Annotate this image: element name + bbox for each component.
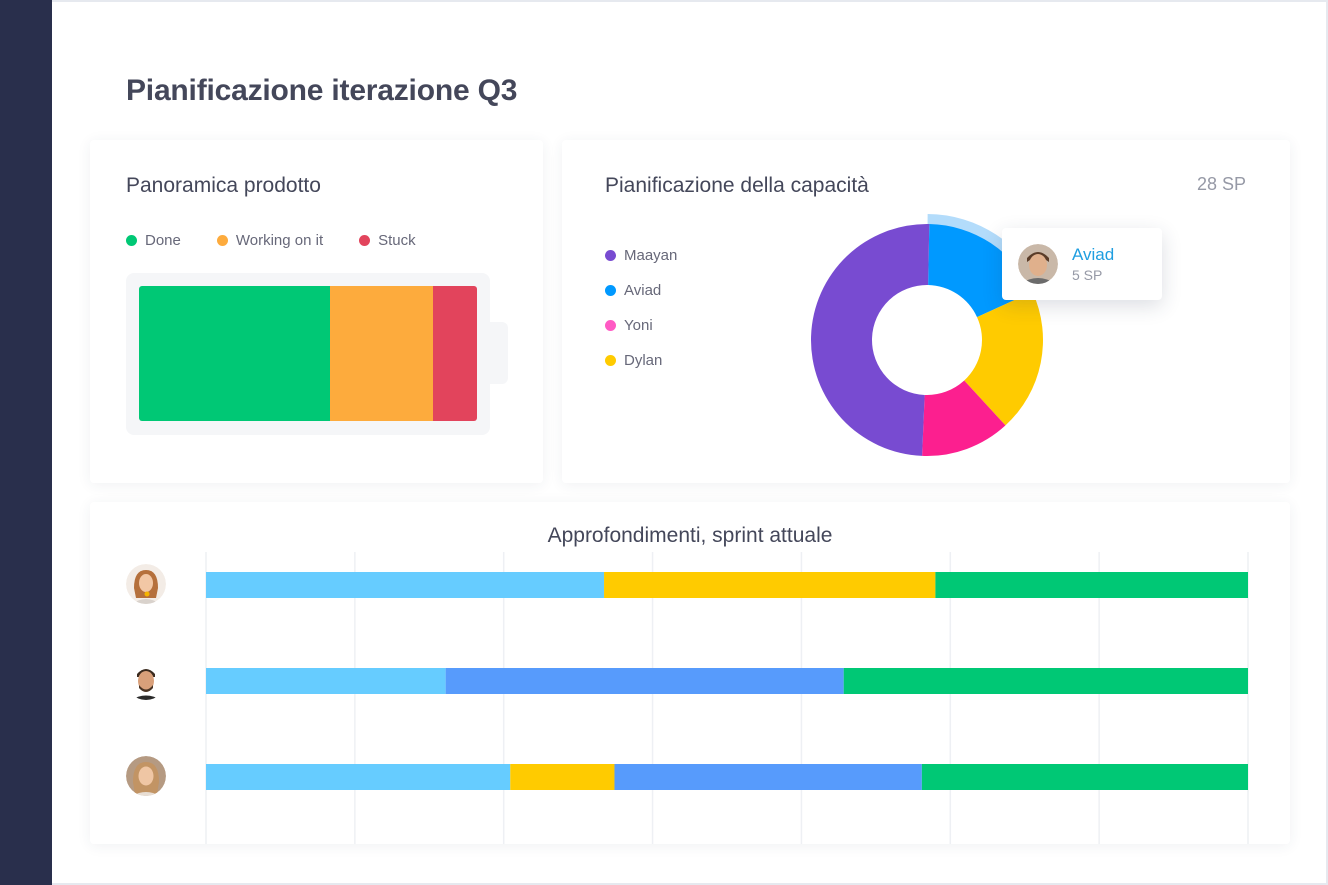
donut-slice-maayan[interactable] (810, 223, 930, 456)
legend-item-stuck: Stuck (359, 232, 416, 249)
capacity-planning-widget[interactable]: Pianificazione della capacità 28 SP Maay… (562, 140, 1290, 483)
legend-label: Done (145, 232, 181, 249)
legend-dot (605, 320, 616, 331)
bar-segment[interactable] (921, 764, 1248, 790)
legend-label: Aviad (624, 282, 662, 299)
legend-dot (359, 235, 371, 246)
battery-segment-stuck[interactable] (433, 286, 477, 421)
legend-label: Dylan (624, 352, 663, 369)
people-legend: Maayan Aviad Yoni Dylan (605, 238, 677, 378)
avatar-female-2[interactable] (126, 756, 166, 796)
legend-label: Stuck (378, 232, 416, 249)
battery-fill (139, 286, 477, 421)
page-title: Pianificazione iterazione Q3 (126, 74, 518, 107)
legend-item-dylan: Dylan (605, 343, 677, 378)
legend-item-aviad: Aviad (605, 273, 677, 308)
capacity-donut-chart[interactable] (797, 210, 1057, 470)
legend-item-yoni: Yoni (605, 308, 677, 343)
legend-dot (605, 285, 616, 296)
total-story-points: 28 SP (1196, 174, 1246, 194)
legend-dot (216, 235, 228, 246)
bar-segment[interactable] (614, 764, 922, 790)
sprint-insights-chart (205, 552, 1249, 844)
donut-slice-dylan[interactable] (964, 291, 1043, 426)
avatar-male-1[interactable] (126, 660, 166, 700)
legend-dot (605, 250, 616, 261)
avatar-male-2 (1018, 244, 1058, 284)
legend-label: Maayan (624, 247, 678, 264)
bar-segment[interactable] (510, 764, 615, 790)
bar-segment[interactable] (206, 572, 605, 598)
legend-label: Working on it (235, 232, 324, 249)
legend-item-done: Done (126, 232, 181, 249)
avatar-female-1[interactable] (126, 564, 166, 604)
tooltip-value: 5 SP (1072, 267, 1103, 283)
legend-item-maayan: Maayan (605, 238, 677, 273)
legend-dot (605, 355, 616, 366)
widget-title: Approfondimenti, sprint attuale (547, 524, 833, 547)
widget-title: Panoramica prodotto (126, 174, 321, 197)
legend-dot (126, 235, 137, 246)
sprint-insights-widget[interactable]: Approfondimenti, sprint attuale (90, 502, 1290, 844)
legend-item-working: Working on it (216, 232, 324, 249)
bar-segment[interactable] (445, 668, 844, 694)
donut-slice-yoni[interactable] (922, 380, 1006, 456)
bar-segment[interactable] (206, 764, 511, 790)
product-overview-widget[interactable]: Panoramica prodotto Done Working on it S… (90, 140, 543, 483)
legend-label: Yoni (624, 317, 653, 334)
chart-tooltip: Aviad 5 SP (1002, 228, 1162, 300)
status-legend: Done Working on it Stuck (126, 232, 452, 249)
bar-segment[interactable] (206, 668, 446, 694)
battery-chart (126, 273, 490, 435)
bar-segment[interactable] (604, 572, 936, 598)
bar-segment[interactable] (843, 668, 1248, 694)
left-sidebar-rail (0, 0, 52, 885)
tooltip-name: Aviad (1072, 245, 1115, 264)
battery-segment-done[interactable] (139, 286, 330, 421)
widget-title: Pianificazione della capacità (605, 174, 869, 197)
battery-segment-working-on-it[interactable] (329, 286, 434, 421)
bar-segment[interactable] (935, 572, 1248, 598)
battery-tip (490, 322, 508, 384)
